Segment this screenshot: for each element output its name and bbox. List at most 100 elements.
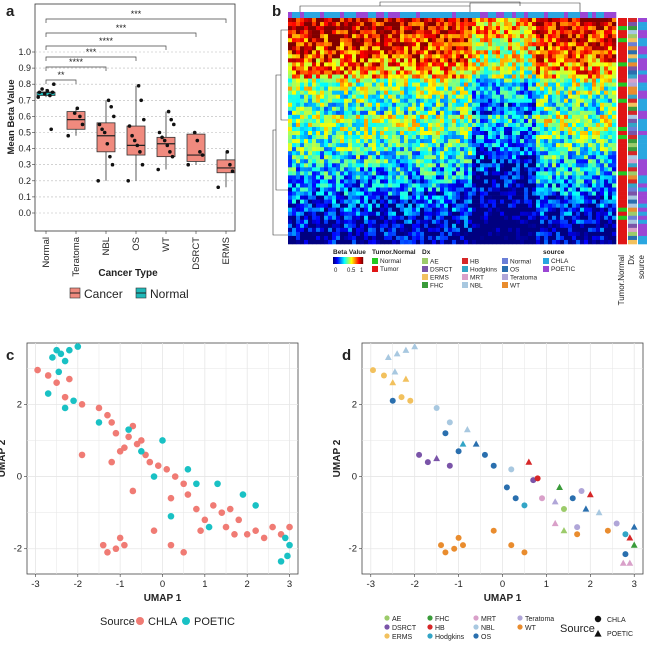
heatmap-cell (400, 235, 405, 241)
heatmap-top-annotation (448, 12, 453, 18)
heatmap-cell (520, 22, 525, 27)
heatmap-cell (492, 94, 497, 100)
heatmap-cell (572, 22, 577, 27)
heatmap-cell (516, 171, 521, 176)
heatmap-cell (348, 199, 353, 204)
heatmap-cell (408, 155, 413, 160)
heatmap-cell (536, 94, 541, 100)
heatmap-cell (300, 30, 305, 35)
heatmap-cell (416, 163, 421, 168)
heatmap-cell (468, 86, 473, 91)
heatmap-cell (332, 239, 337, 245)
heatmap-cell (556, 18, 561, 23)
heatmap-cell (456, 22, 461, 27)
heatmap-cell (484, 235, 489, 241)
heatmap-cell (488, 70, 493, 75)
heatmap-cell (544, 106, 549, 112)
heatmap-cell (312, 22, 317, 27)
heatmap-cell (364, 151, 369, 156)
heatmap-cell (288, 74, 293, 79)
heatmap-cell (592, 179, 597, 184)
heatmap-cell (396, 219, 401, 225)
heatmap-cell (456, 58, 461, 63)
heatmap-cell (372, 30, 377, 35)
annotation-dx (628, 82, 637, 87)
annotation-tumor (618, 163, 627, 168)
heatmap-cell (596, 70, 601, 75)
heatmap-cell (476, 183, 481, 188)
heatmap-cell (604, 235, 609, 241)
heatmap-cell (496, 155, 501, 160)
heatmap-cell (360, 147, 365, 152)
heatmap-cell (468, 78, 473, 83)
heatmap-cell (496, 94, 501, 100)
heatmap-cell (320, 175, 325, 180)
heatmap-top-annotation (420, 12, 425, 18)
heatmap-cell (568, 183, 573, 188)
heatmap-cell (384, 58, 389, 63)
heatmap-cell (556, 203, 561, 208)
heatmap-cell (456, 135, 461, 140)
heatmap-cell (412, 227, 417, 233)
heatmap-cell (316, 219, 321, 225)
heatmap-cell (608, 187, 613, 192)
heatmap-cell (480, 207, 485, 213)
heatmap-cell (448, 135, 453, 140)
heatmap-cell (568, 90, 573, 95)
heatmap-cell (312, 18, 317, 23)
heatmap-cell (480, 98, 485, 104)
heatmap-cell (524, 167, 529, 172)
heatmap-cell (480, 171, 485, 176)
heatmap-cell (480, 167, 485, 172)
heatmap-cell (344, 207, 349, 213)
heatmap-cell (424, 143, 429, 148)
heatmap-cell (360, 131, 365, 136)
heatmap-cell (416, 147, 421, 152)
heatmap-cell (356, 18, 361, 23)
heatmap-cell (516, 126, 521, 132)
heatmap-cell (392, 74, 397, 79)
heatmap-cell (340, 155, 345, 160)
heatmap-cell (588, 22, 593, 27)
heatmap-cell (300, 42, 305, 47)
heatmap-cell (436, 118, 441, 124)
heatmap-cell (384, 147, 389, 152)
heatmap-cell (336, 54, 341, 59)
heatmap-cell (352, 82, 357, 87)
heatmap-cell (368, 18, 373, 23)
heatmap-cell (356, 30, 361, 35)
heatmap-cell (420, 163, 425, 168)
heatmap-cell (484, 227, 489, 233)
y-tick-label: 0.6 (18, 111, 31, 121)
heatmap-cell (548, 191, 553, 196)
heatmap-cell (608, 191, 613, 196)
heatmap-cell (488, 151, 493, 156)
heatmap-cell (440, 106, 445, 112)
heatmap-cell (540, 94, 545, 100)
heatmap-cell (512, 114, 517, 120)
heatmap-cell (596, 42, 601, 47)
heatmap-cell (308, 114, 313, 120)
heatmap-cell (552, 175, 557, 180)
heatmap-cell (536, 147, 541, 152)
heatmap-cell (304, 131, 309, 136)
y-tick-label: 0.4 (18, 144, 31, 154)
heatmap-cell (524, 179, 529, 184)
box-point (156, 167, 160, 172)
heatmap-cell (508, 122, 513, 128)
heatmap-cell (512, 106, 517, 112)
heatmap-cell (432, 179, 437, 184)
heatmap-cell (600, 94, 605, 100)
heatmap-cell (532, 163, 537, 168)
heatmap-cell (340, 118, 345, 124)
heatmap-cell (444, 143, 449, 148)
heatmap-cell (560, 235, 565, 241)
heatmap-cell (536, 62, 541, 67)
heatmap-cell (368, 86, 373, 91)
heatmap-cell (340, 86, 345, 91)
heatmap-cell (432, 203, 437, 208)
heatmap-cell (448, 90, 453, 95)
heatmap-cell (348, 163, 353, 168)
heatmap-cell (564, 90, 569, 95)
annotation-tumor (618, 86, 627, 91)
